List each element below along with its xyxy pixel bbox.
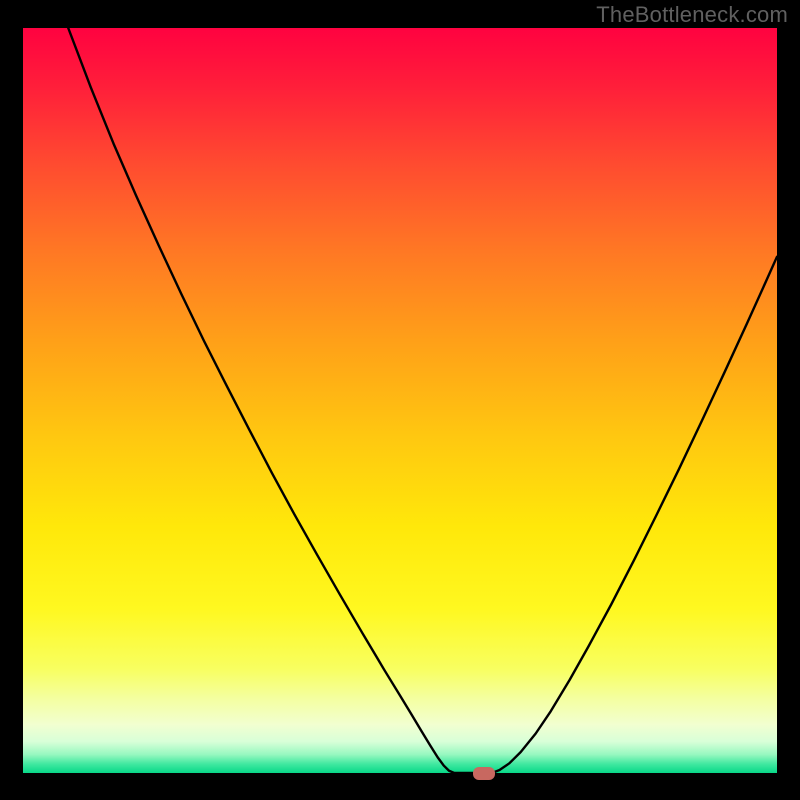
- plot-svg: [23, 28, 777, 773]
- plot-area: [23, 28, 777, 773]
- watermark-text: TheBottleneck.com: [596, 2, 788, 28]
- chart-frame: TheBottleneck.com: [0, 0, 800, 800]
- min-marker: [473, 767, 495, 780]
